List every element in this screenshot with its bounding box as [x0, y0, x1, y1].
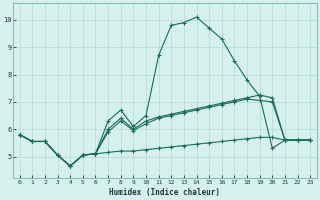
X-axis label: Humidex (Indice chaleur): Humidex (Indice chaleur) — [109, 188, 220, 197]
